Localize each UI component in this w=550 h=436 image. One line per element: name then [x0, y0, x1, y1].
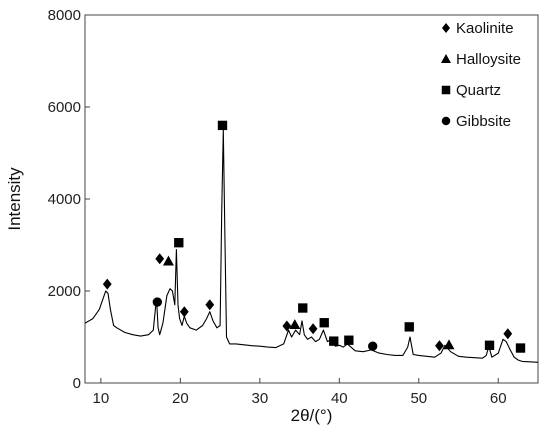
y-tick-label: 6000: [48, 99, 81, 116]
x-tick-label: 30: [251, 390, 268, 407]
square-peak-marker: [404, 322, 414, 332]
circle-peak-marker: [152, 297, 162, 307]
x-tick-label: 60: [490, 390, 507, 407]
legend-label: Kaolinite: [456, 20, 514, 37]
x-tick-label: 40: [331, 390, 348, 407]
circle-peak-marker: [368, 341, 378, 351]
diamond-peak-marker: [308, 323, 318, 335]
square-peak-marker: [174, 238, 184, 248]
y-tick-label: 8000: [48, 7, 81, 24]
series-layer: [84, 129, 539, 363]
x-tick-label: 50: [410, 390, 427, 407]
diamond-peak-marker: [503, 328, 513, 340]
square-peak-marker: [217, 120, 228, 131]
legend-label: Halloysite: [456, 51, 521, 68]
diamond-peak-marker: [102, 278, 112, 290]
diamond-peak-marker: [155, 253, 165, 265]
diamond-peak-marker: [205, 299, 215, 311]
y-tick-label: 0: [73, 375, 81, 392]
triangle-peak-marker: [289, 319, 301, 329]
square-peak-marker: [344, 335, 354, 345]
annotation-markers: [102, 120, 526, 353]
diffraction-pattern-line: [84, 129, 539, 363]
square-peak-marker: [298, 303, 308, 313]
diamond-peak-marker: [282, 320, 292, 332]
legend-circle-symbol: [441, 116, 451, 126]
legend-label: Gibbsite: [456, 113, 511, 130]
square-peak-marker: [329, 336, 339, 346]
square-peak-marker: [319, 318, 329, 328]
x-tick-label: 20: [172, 390, 189, 407]
diamond-peak-marker: [179, 306, 189, 318]
legend: Kaolinite Halloysite Quartz Gibbsite: [441, 20, 521, 130]
diamond-peak-marker: [435, 340, 444, 352]
legend-square-symbol: [441, 85, 451, 95]
legend-label: Quartz: [456, 82, 501, 99]
axes: 10 20 30 40 50 60 0 2000 4000 6000 8000: [48, 7, 507, 407]
square-peak-marker: [484, 340, 495, 350]
triangle-peak-marker: [162, 255, 174, 266]
square-peak-marker: [515, 343, 526, 353]
y-axis-title: Intensity: [5, 167, 24, 231]
y-tick-label: 4000: [48, 191, 81, 208]
legend-diamond-symbol: [442, 23, 450, 33]
legend-triangle-symbol: [441, 54, 451, 63]
y-tick-label: 2000: [48, 283, 81, 300]
x-axis-title: 2θ/(°): [291, 406, 333, 425]
triangle-peak-marker: [443, 339, 455, 350]
x-tick-label: 10: [93, 390, 110, 407]
